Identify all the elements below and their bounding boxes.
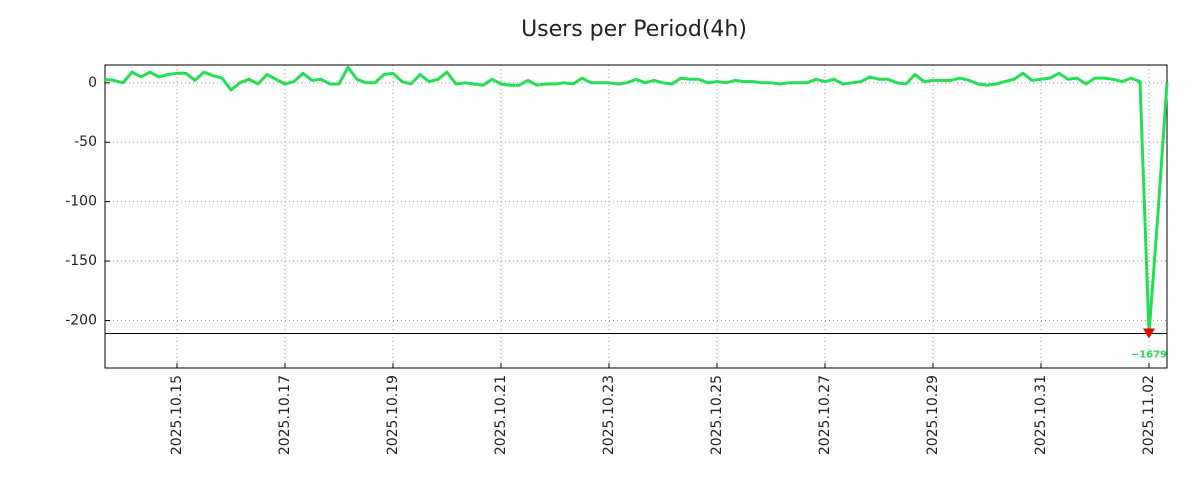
x-tick-label: 2025.10.23 (601, 375, 617, 455)
y-tick-label: -150 (65, 253, 97, 269)
x-tick-label: 2025.10.19 (385, 375, 401, 455)
x-tick-label: 2025.11.02 (1141, 375, 1157, 455)
min-marker (1143, 328, 1155, 339)
y-tick-label: -200 (65, 312, 97, 328)
x-tick-label: 2025.10.29 (925, 375, 941, 455)
x-tick-label: 2025.10.31 (1033, 375, 1049, 455)
x-tick-label: 2025.10.25 (709, 375, 725, 455)
chart-title: Users per Period(4h) (521, 17, 747, 42)
y-tick-label: 0 (88, 75, 97, 91)
y-tick-label: -100 (65, 194, 97, 210)
y-tick-label: -50 (74, 134, 97, 150)
plot-frame (104, 64, 1168, 369)
annotation: −1679 (1131, 350, 1167, 361)
x-tick-label: 2025.10.27 (817, 375, 833, 455)
x-tick-label: 2025.10.17 (277, 375, 293, 455)
series-line (104, 65, 1169, 335)
x-tick-label: 2025.10.21 (493, 375, 509, 455)
x-tick-label: 2025.10.15 (169, 375, 185, 455)
